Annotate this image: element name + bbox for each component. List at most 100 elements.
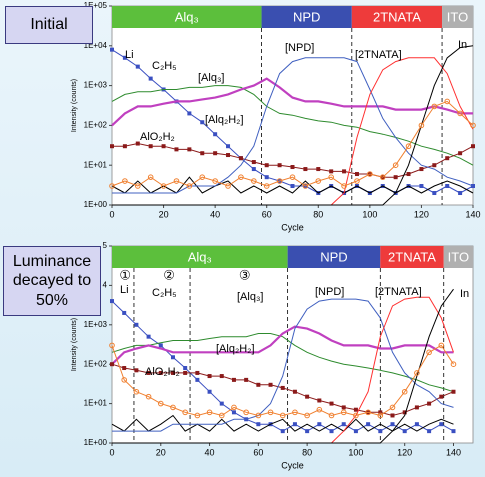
point [303,167,308,172]
layer-band [112,246,288,268]
series-line [112,288,454,444]
layer-band [287,246,381,268]
point [329,401,334,406]
point [419,184,424,189]
point [170,370,175,375]
point [365,409,371,416]
point [341,405,346,410]
point [226,144,231,149]
point [157,400,164,407]
point [195,377,200,382]
point [219,401,224,406]
point [280,385,285,390]
x-tick-label: 40 [205,447,215,457]
point [328,174,334,180]
point [200,120,205,125]
y-tick-label: 5 [103,241,108,250]
x-tick-label: 140 [446,447,461,457]
series-label: [Alq₃] [237,291,264,303]
point [200,151,205,156]
point [439,422,444,427]
x-tick-label: 0 [109,209,114,219]
point [264,175,269,180]
point [225,183,231,189]
y-tick-label: 1E+03 [84,81,108,90]
point [182,409,188,416]
point [170,355,175,360]
point [122,55,127,60]
point [405,143,412,150]
point [194,412,201,419]
point [354,178,360,184]
point [122,178,128,184]
point [207,374,212,379]
y-axis-label: Intensity (counts) [71,318,78,371]
point [457,110,463,117]
point [402,410,407,415]
y-tick-label: 4 [103,281,108,290]
point [458,191,463,196]
point [122,366,127,371]
point [418,122,425,129]
point [316,406,323,413]
side-label: Initial [5,6,93,44]
point [158,343,163,348]
point [432,163,437,168]
point [207,389,212,394]
y-tick-label: 1E+00 [84,200,108,209]
point [305,394,310,399]
point [292,409,298,416]
point [419,167,424,172]
point [147,174,154,180]
point [238,174,244,180]
series-label: [Alq₂H₂] [216,343,255,355]
point [251,167,256,172]
layer-band [443,246,473,268]
point [431,103,438,110]
point [414,422,419,427]
point [292,389,297,394]
series-label: Li [125,49,134,61]
point [219,374,224,379]
point [471,184,475,189]
point [450,361,457,368]
point [414,405,419,410]
series-label: [Alq₃] [198,72,225,84]
series-label: Li [120,284,129,296]
x-tick-label: 40 [210,209,220,219]
series-label: C₂H₅ [152,60,177,72]
point [121,377,127,383]
y-tick-label: 1E+02 [84,359,108,368]
series-label: AlO₂H₂ [145,366,180,378]
series-line [112,57,474,194]
point [183,366,188,371]
point [256,422,261,427]
x-tick-label: 120 [414,209,429,219]
point [427,401,432,406]
y-tick-label: 1E+02 [84,121,108,130]
point [406,172,411,177]
layer-label: ITO [447,9,468,24]
point [292,422,297,427]
side-label: Luminance decayed to 50% [3,246,101,316]
point [170,404,176,411]
point [366,422,371,427]
point [290,165,295,170]
point [444,98,451,105]
point [401,388,408,395]
point [279,412,286,419]
point [251,178,257,184]
point [390,413,395,418]
x-tick-label: 100 [348,447,363,457]
x-tick-label: 100 [362,209,377,219]
layer-label: 2TNATA [388,249,436,264]
point [445,156,450,161]
point [110,299,114,304]
y-tick-label: 1E+05 [84,1,108,10]
point [367,171,373,177]
point [145,393,152,400]
point [315,178,322,184]
point [329,169,334,174]
point [231,404,237,411]
